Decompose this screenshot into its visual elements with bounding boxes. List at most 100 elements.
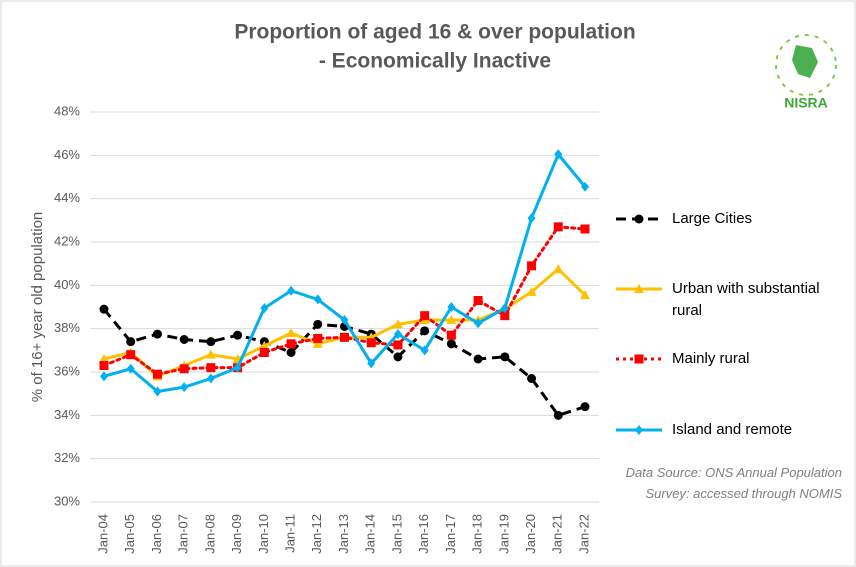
marker — [527, 213, 536, 224]
marker — [420, 326, 430, 336]
marker — [259, 348, 269, 357]
logo-ring — [775, 34, 837, 96]
x-tick-label: Jan-05 — [122, 514, 137, 554]
marker — [233, 362, 242, 373]
marker — [473, 296, 483, 305]
marker — [367, 358, 376, 369]
marker — [553, 410, 563, 420]
marker — [180, 382, 189, 393]
marker — [581, 181, 589, 192]
marker — [152, 329, 162, 339]
x-tick-label: Jan-14 — [363, 514, 378, 554]
x-tick-label: Jan-19 — [496, 514, 511, 554]
x-tick-label: Jan-12 — [309, 514, 324, 554]
legend-marker — [634, 354, 644, 364]
legend-label: Island and remote — [672, 421, 793, 438]
x-tick-label: Jan-06 — [149, 514, 164, 554]
logo-map — [792, 45, 818, 78]
marker — [554, 149, 563, 160]
marker — [99, 361, 109, 370]
x-tick-label: Jan-15 — [389, 514, 404, 554]
marker — [152, 369, 162, 379]
y-tick-label: 32% — [54, 450, 80, 465]
source-note: Data Source: ONS Annual Population Surve… — [626, 462, 842, 504]
note-line: Survey: accessed through NOMIS — [645, 486, 842, 501]
marker — [99, 304, 109, 314]
marker — [553, 222, 563, 232]
marker — [340, 315, 349, 325]
marker — [313, 333, 323, 343]
marker — [420, 311, 430, 321]
marker — [446, 315, 457, 324]
y-tick-label: 48% — [54, 103, 80, 118]
marker — [100, 371, 108, 382]
marker — [420, 345, 429, 356]
marker — [500, 352, 510, 362]
marker — [313, 294, 322, 305]
y-tick-label: 40% — [54, 277, 80, 292]
marker — [393, 340, 403, 350]
marker — [313, 319, 323, 329]
marker — [286, 348, 296, 357]
x-tick-label: Jan-17 — [443, 514, 458, 554]
y-tick-label: 30% — [54, 493, 80, 508]
y-tick-label: 38% — [54, 320, 80, 335]
marker — [153, 386, 162, 397]
marker — [287, 285, 296, 296]
marker — [259, 341, 270, 350]
marker — [99, 354, 109, 363]
marker — [206, 373, 215, 384]
marker — [527, 374, 537, 383]
marker — [260, 303, 269, 314]
marker — [447, 302, 456, 312]
x-tick-label: Jan-18 — [470, 514, 485, 554]
marker — [446, 339, 456, 349]
marker — [312, 338, 323, 348]
marker — [393, 352, 403, 362]
marker — [340, 332, 349, 342]
legend-label: Urban with substantial rural — [672, 280, 820, 319]
marker — [580, 290, 590, 300]
marker — [126, 350, 136, 360]
marker — [206, 363, 216, 373]
marker — [393, 329, 402, 340]
marker — [179, 335, 189, 344]
logo-text: NISRA — [784, 95, 828, 111]
chart-subtitle: - Economically Inactive — [319, 50, 551, 73]
marker — [580, 224, 590, 234]
note-line: Data Source: ONS Annual Population — [625, 465, 842, 480]
legend-label: Mainly rural — [672, 350, 750, 367]
x-tick-label: Jan-07 — [176, 514, 191, 554]
x-tick-label: Jan-11 — [282, 514, 297, 553]
marker — [366, 338, 376, 348]
chart-title: Proportion of aged 16 & over population — [234, 21, 635, 44]
x-tick-label: Jan-13 — [336, 514, 351, 554]
y-tick-label: 44% — [54, 190, 80, 205]
x-tick-label: Jan-22 — [576, 514, 591, 554]
marker — [233, 330, 243, 340]
legend-marker — [634, 284, 644, 293]
logo: NISRA — [775, 34, 837, 111]
legend-marker — [634, 214, 644, 224]
marker — [126, 337, 136, 347]
x-tick-label: Jan-10 — [256, 514, 271, 554]
marker — [553, 264, 564, 274]
x-tick-label: Jan-09 — [229, 514, 244, 554]
y-axis-label: % of 16+ year old population — [29, 212, 46, 403]
marker — [286, 328, 297, 337]
marker — [446, 330, 456, 340]
marker — [500, 303, 509, 314]
marker — [580, 402, 590, 412]
x-tick-label: Jan-16 — [416, 514, 431, 554]
marker — [392, 319, 403, 329]
y-tick-label: 42% — [54, 233, 80, 248]
marker — [286, 339, 296, 349]
x-tick-label: Jan-04 — [95, 514, 110, 554]
marker — [473, 354, 483, 364]
x-tick-label: Jan-21 — [550, 514, 565, 554]
y-tick-label: 34% — [54, 407, 80, 422]
legend-label: Large Cities — [672, 210, 753, 227]
